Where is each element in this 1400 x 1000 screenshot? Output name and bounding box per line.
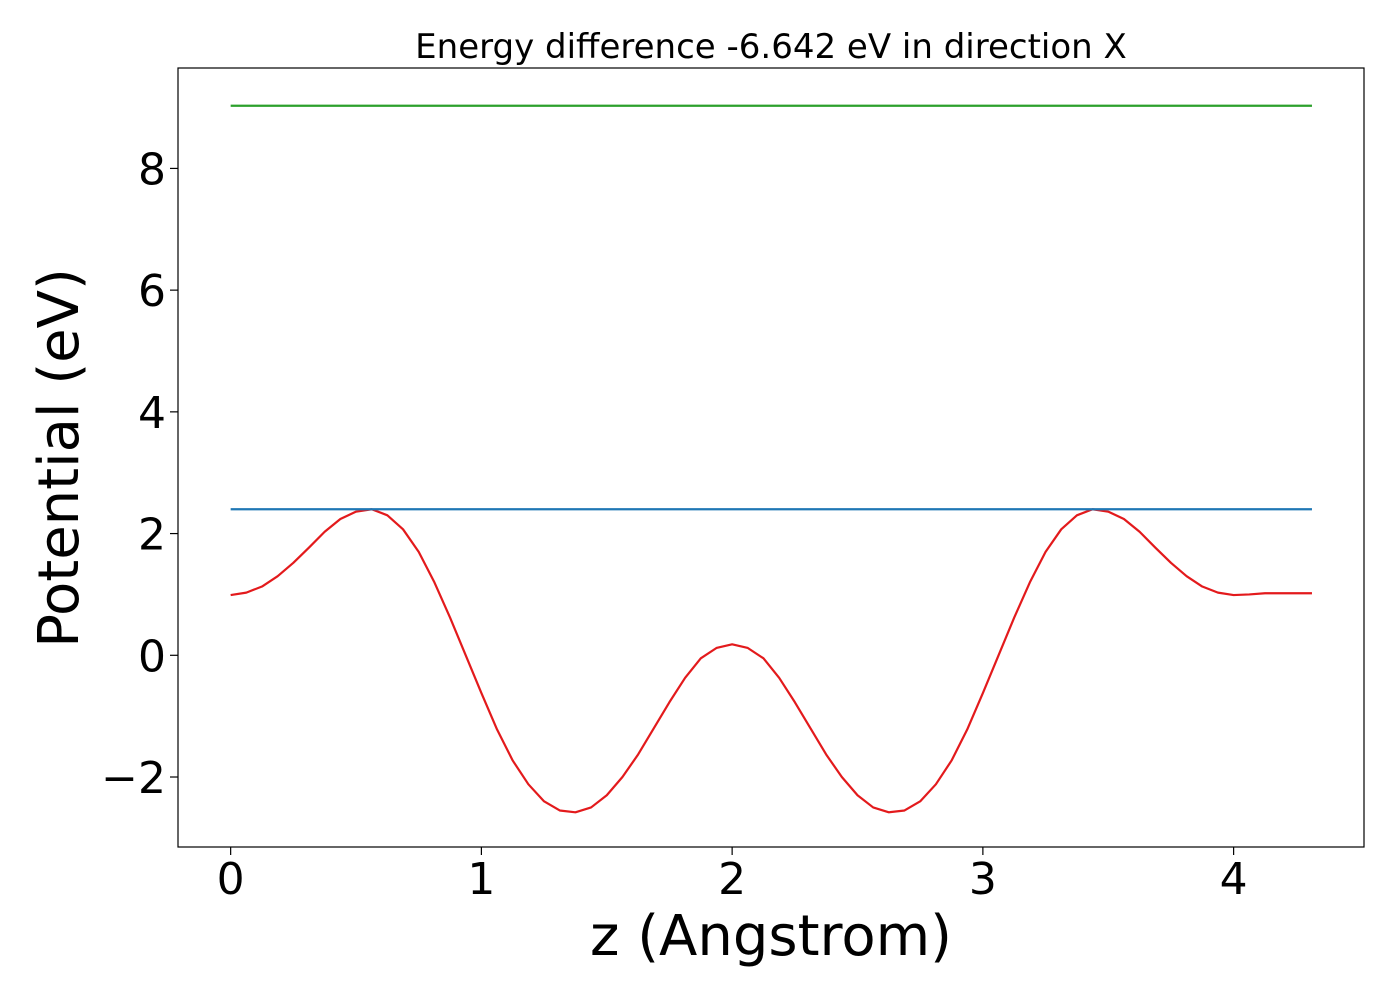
y-tick-label: 2 [138,510,166,561]
x-tick-label: 2 [718,854,746,905]
potential-curve-line [230,508,1312,814]
y-tick-label: 6 [138,266,166,317]
axes-frame [177,67,1365,848]
y-tick-label: 0 [138,631,166,682]
y-tick-label: 4 [138,388,166,439]
x-tick-label: 3 [969,854,997,905]
y-tick-label: −2 [101,753,166,804]
y-axis-label: Potential (eV) [27,268,92,648]
chart-title: Energy difference -6.642 eV in direction… [415,27,1127,67]
x-tick-label: 0 [217,854,245,905]
y-axis-ticks: −2 0 2 4 6 8 [101,144,178,804]
x-axis-label: z (Angstrom) [590,904,952,969]
x-axis-ticks: 0 1 2 3 4 [217,847,1248,905]
y-tick-label: 8 [138,144,166,195]
x-tick-label: 1 [467,854,495,905]
x-tick-label: 4 [1220,854,1248,905]
plot-lines [230,104,1312,814]
